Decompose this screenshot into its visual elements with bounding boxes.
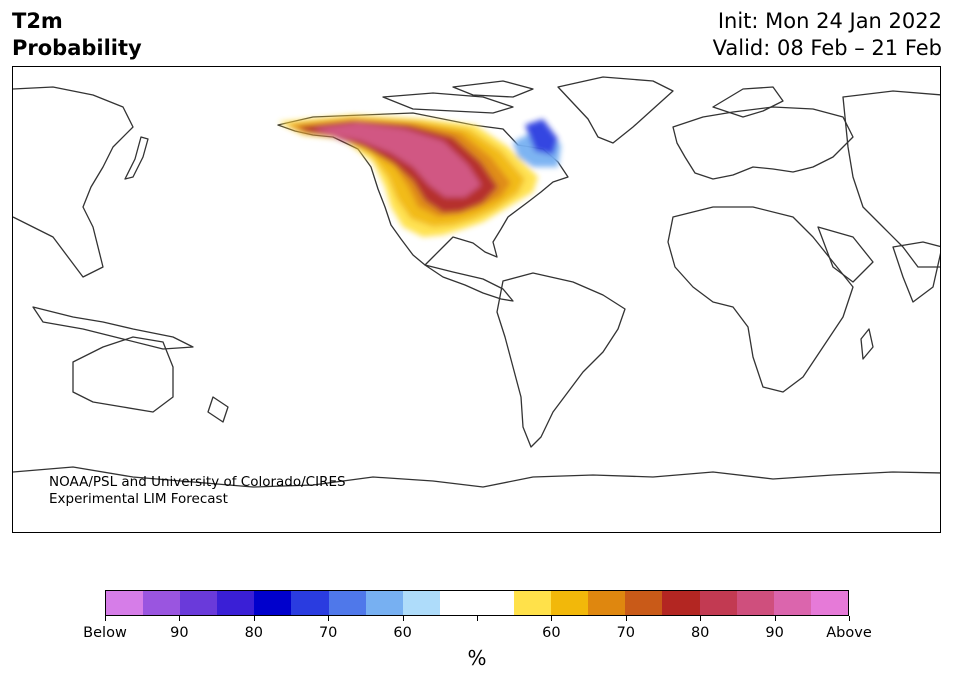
variable-type: Probability bbox=[12, 36, 142, 60]
colorbar-swatch bbox=[773, 591, 811, 615]
colorbar-swatch bbox=[291, 591, 329, 615]
antarctica-outline bbox=[13, 466, 940, 488]
australia-outline bbox=[72, 336, 174, 413]
shade-below-strong bbox=[525, 119, 558, 155]
world-map bbox=[12, 66, 941, 533]
colorbar-swatch bbox=[365, 591, 403, 615]
colorbar-swatch bbox=[662, 591, 700, 615]
colorbar-swatch bbox=[143, 591, 181, 615]
colorbar-tick-label: 90 bbox=[765, 625, 784, 641]
madagascar-outline bbox=[860, 328, 874, 360]
colorbar-tick bbox=[700, 616, 702, 621]
colorbar-tick-label: 80 bbox=[690, 625, 710, 641]
colorbar-tick-label: 90 bbox=[170, 625, 189, 641]
colorbar-tick bbox=[849, 616, 850, 621]
north-america-outline bbox=[277, 112, 569, 266]
colorbar-tick bbox=[625, 616, 627, 621]
colorbar-tick bbox=[402, 616, 404, 621]
colorbar-swatch bbox=[810, 591, 848, 615]
valid-dates: Valid: 08 Feb – 21 Feb bbox=[712, 36, 942, 60]
shade-above-90 bbox=[313, 123, 481, 197]
indonesia-outline bbox=[32, 306, 194, 350]
colorbar-swatch bbox=[106, 591, 144, 615]
variable-title: T2m Probability bbox=[12, 8, 142, 62]
colorbar-swatch bbox=[402, 591, 440, 615]
colorbar-tick bbox=[328, 616, 330, 621]
credit-line-1: NOAA/PSL and University of Colorado/CIRE… bbox=[49, 474, 346, 490]
colorbar-tick-label: 70 bbox=[318, 625, 338, 641]
coastlines bbox=[13, 76, 940, 488]
india-outline bbox=[892, 241, 940, 303]
scandinavia-outline bbox=[712, 86, 784, 118]
colorbar-swatch bbox=[551, 591, 589, 615]
new-zealand-outline bbox=[207, 396, 229, 423]
greenland-outline bbox=[557, 76, 674, 144]
colorbar-swatch bbox=[328, 591, 366, 615]
colorbar-swatch bbox=[180, 591, 218, 615]
colorbar-swatch bbox=[254, 591, 292, 615]
colorbar-swatch bbox=[514, 591, 552, 615]
colorbar-tick-label: 60 bbox=[393, 625, 412, 641]
colorbar-tick-label: Above bbox=[826, 625, 872, 641]
europe-outline bbox=[672, 106, 854, 180]
colorbar-swatch bbox=[588, 591, 626, 615]
asia-outline-east bbox=[842, 90, 940, 268]
japan-outline bbox=[124, 136, 149, 180]
colorbar-tick-label: Below bbox=[83, 625, 127, 641]
colorbar-tick bbox=[774, 616, 776, 621]
colorbar-tick bbox=[477, 616, 478, 621]
arabia-outline bbox=[817, 226, 874, 283]
asia-outline-west bbox=[13, 86, 134, 278]
colorbar-tick-label: 80 bbox=[244, 625, 264, 641]
colorbar-tick bbox=[105, 616, 106, 621]
colorbar-tick bbox=[253, 616, 255, 621]
colorbar-tick-label: 60 bbox=[542, 625, 561, 641]
colorbar-swatch bbox=[439, 591, 477, 615]
colorbar-swatch bbox=[217, 591, 255, 615]
colorbar-swatch bbox=[699, 591, 737, 615]
south-america-outline bbox=[496, 272, 626, 448]
probability-shading bbox=[278, 115, 561, 237]
init-date: Init: Mon 24 Jan 2022 bbox=[717, 9, 942, 33]
credit-text: NOAA/PSL and University of Colorado/CIRE… bbox=[49, 474, 346, 507]
colorbar-swatch bbox=[736, 591, 774, 615]
map-svg bbox=[13, 76, 940, 488]
colorbar-tick-label: 70 bbox=[616, 625, 636, 641]
canada-arctic-islands bbox=[382, 80, 534, 114]
colorbar-unit: % bbox=[467, 646, 487, 670]
central-america-outline bbox=[424, 264, 514, 302]
colorbar bbox=[105, 590, 849, 616]
colorbar-tick bbox=[179, 616, 181, 621]
colorbar-tick bbox=[551, 616, 553, 621]
colorbar-swatch bbox=[476, 591, 515, 615]
colorbar-swatch bbox=[625, 591, 663, 615]
credit-line-2: Experimental LIM Forecast bbox=[49, 490, 228, 507]
africa-outline bbox=[667, 206, 854, 393]
forecast-dates: Init: Mon 24 Jan 2022 Valid: 08 Feb – 21… bbox=[713, 8, 942, 62]
variable-name: T2m bbox=[12, 9, 63, 33]
